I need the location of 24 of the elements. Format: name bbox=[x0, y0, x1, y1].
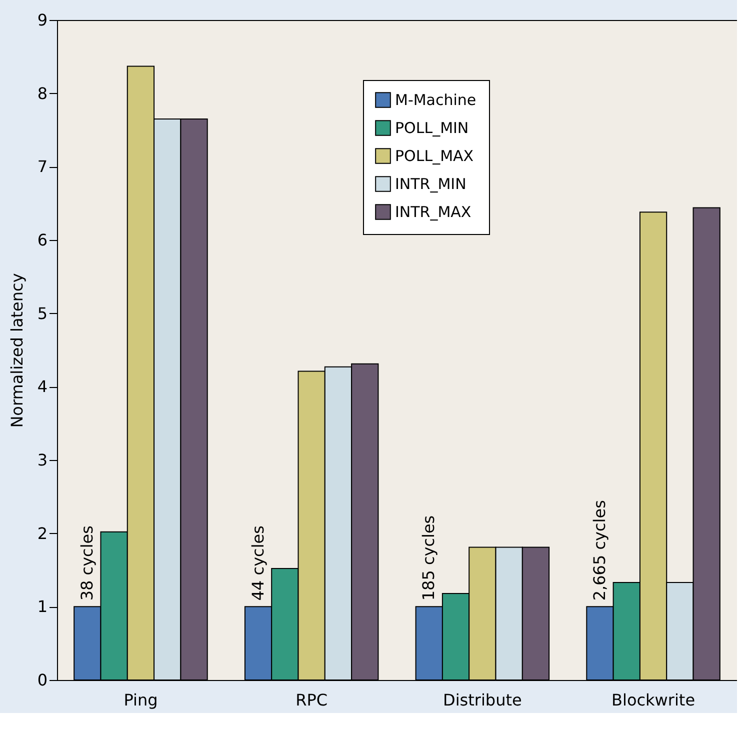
y-tick-label: 2 bbox=[37, 524, 48, 543]
annotation: 44 cycles bbox=[248, 526, 268, 601]
annotation: 185 cycles bbox=[419, 515, 438, 601]
x-tick-label: RPC bbox=[296, 690, 328, 710]
y-tick-label: 8 bbox=[37, 84, 48, 103]
legend-label: M-Machine bbox=[395, 91, 476, 109]
x-tick-label: Blockwrite bbox=[612, 690, 696, 710]
y-axis-title: Normalized latency bbox=[7, 273, 26, 428]
y-tick-label: 3 bbox=[37, 450, 48, 470]
y-tick-label: 1 bbox=[37, 597, 48, 616]
x-tick-label: Distribute bbox=[443, 690, 522, 710]
legend-label: INTR_MAX bbox=[395, 203, 472, 221]
x-tick-label: Ping bbox=[124, 690, 158, 710]
legend-label: POLL_MAX bbox=[395, 147, 474, 165]
annotation: 2,665 cycles bbox=[590, 500, 609, 601]
y-tick-label: 6 bbox=[37, 230, 48, 250]
legend-label: INTR_MIN bbox=[395, 175, 466, 193]
y-tick-label: 9 bbox=[37, 10, 48, 30]
y-tick-label: 4 bbox=[37, 377, 48, 396]
annotation: 38 cycles bbox=[77, 526, 96, 601]
legend-label: POLL_MIN bbox=[395, 119, 469, 137]
y-tick-label: 5 bbox=[37, 304, 48, 323]
y-tick-label: 0 bbox=[37, 670, 48, 690]
y-tick-label: 7 bbox=[37, 157, 48, 176]
